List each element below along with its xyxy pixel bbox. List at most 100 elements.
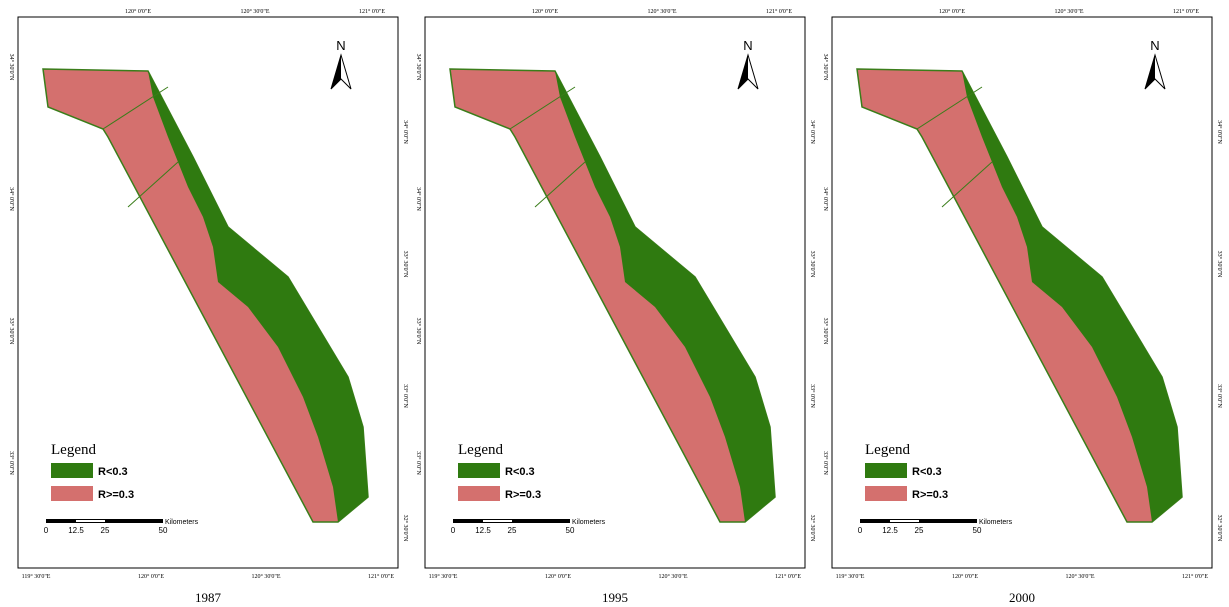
panel-year: 1995 bbox=[602, 590, 628, 605]
top-lon-label: 120° 30'0"E bbox=[647, 8, 676, 15]
bottom-lon-label: 119° 30'0"E bbox=[429, 573, 458, 580]
bottom-lon-label: 120° 0'0"E bbox=[138, 573, 164, 580]
top-lon-label: 121° 0'0"E bbox=[1173, 8, 1199, 15]
right-lat-label: 34° 0'0"N bbox=[402, 120, 409, 144]
top-lon-label: 120° 30'0"E bbox=[1054, 8, 1083, 15]
top-lon-label: 120° 0'0"E bbox=[532, 8, 558, 15]
left-lat-label: 33° 0'0"N bbox=[415, 451, 422, 475]
right-lat-label: 33° 30'0"N bbox=[809, 251, 816, 278]
district-border bbox=[534, 161, 586, 208]
legend-swatch bbox=[458, 463, 500, 478]
north-arrow-fill bbox=[331, 55, 341, 89]
legend-title: Legend bbox=[51, 442, 96, 458]
scale-unit: Kilometers bbox=[165, 519, 199, 526]
legend-label: R>=0.3 bbox=[505, 489, 541, 501]
left-lat-label: 33° 30'0"N bbox=[415, 318, 422, 345]
district-border bbox=[127, 161, 179, 208]
north-label: N bbox=[336, 38, 345, 53]
map-frame bbox=[17, 16, 399, 569]
scale-label: 0 bbox=[44, 526, 49, 535]
map-panel: N 120° 0'0"E 120° 30'0"E 121° 0'0"E 119° 30'… bbox=[822, 8, 1223, 580]
right-lat-label: 33° 0'0"N bbox=[1216, 384, 1223, 408]
right-lat-label: 33° 0'0"N bbox=[402, 384, 409, 408]
right-lat-label: 33° 30'0"N bbox=[402, 251, 409, 278]
scale-label: 25 bbox=[101, 526, 110, 535]
region-low bbox=[148, 71, 368, 522]
scale-label: 0 bbox=[451, 526, 456, 535]
bottom-lon-label: 119° 30'0"E bbox=[836, 573, 865, 580]
map-frame bbox=[424, 16, 806, 569]
bottom-lon-label: 120° 30'0"E bbox=[251, 573, 280, 580]
bottom-lon-label: 121° 0'0"E bbox=[1182, 573, 1208, 580]
legend-title: Legend bbox=[865, 442, 910, 458]
legend-label: R<0.3 bbox=[505, 466, 535, 478]
left-lat-label: 33° 0'0"N bbox=[822, 451, 829, 475]
left-lat-label: 34° 0'0"N bbox=[415, 187, 422, 211]
bottom-lon-label: 120° 0'0"E bbox=[952, 573, 978, 580]
top-lon-label: 121° 0'0"E bbox=[359, 8, 385, 15]
right-lat-label: 32° 30'0"N bbox=[809, 515, 816, 542]
legend-label: R>=0.3 bbox=[98, 489, 134, 501]
scale-label: 12.5 bbox=[68, 526, 84, 535]
left-lat-label: 34° 30'0"N bbox=[8, 54, 15, 81]
scale-label: 50 bbox=[566, 526, 575, 535]
scale-unit: Kilometers bbox=[572, 519, 606, 526]
scale-bar-white bbox=[76, 520, 105, 522]
scale-label: 50 bbox=[159, 526, 168, 535]
left-lat-label: 33° 30'0"N bbox=[8, 318, 15, 345]
right-lat-label: 33° 0'0"N bbox=[809, 384, 816, 408]
district-border bbox=[509, 86, 576, 130]
top-lon-label: 121° 0'0"E bbox=[766, 8, 792, 15]
left-lat-label: 34° 0'0"N bbox=[8, 187, 15, 211]
legend-swatch bbox=[51, 463, 93, 478]
bottom-lon-label: 121° 0'0"E bbox=[775, 573, 801, 580]
north-arrow-fill bbox=[738, 55, 748, 89]
legend-swatch bbox=[458, 486, 500, 501]
right-lat-label: 34° 0'0"N bbox=[809, 120, 816, 144]
region-low bbox=[962, 71, 1182, 522]
bottom-lon-label: 119° 30'0"E bbox=[22, 573, 51, 580]
left-lat-label: 34° 30'0"N bbox=[415, 54, 422, 81]
bottom-lon-label: 120° 30'0"E bbox=[1065, 573, 1094, 580]
right-lat-label: 33° 30'0"N bbox=[1216, 251, 1223, 278]
region-low bbox=[555, 71, 775, 522]
district-border bbox=[102, 86, 169, 130]
legend-label: R<0.3 bbox=[98, 466, 128, 478]
legend-swatch bbox=[865, 463, 907, 478]
top-lon-label: 120° 30'0"E bbox=[240, 8, 269, 15]
scale-label: 25 bbox=[915, 526, 924, 535]
right-lat-label: 32° 30'0"N bbox=[1216, 515, 1223, 542]
panel-year: 2000 bbox=[1009, 590, 1035, 605]
north-arrow-fill bbox=[1145, 55, 1155, 89]
legend-title: Legend bbox=[458, 442, 503, 458]
map-panel: N 120° 0'0"E 120° 30'0"E 121° 0'0"E 119° 30'… bbox=[415, 8, 816, 580]
scale-unit: Kilometers bbox=[979, 519, 1013, 526]
map-panel: N 120° 0'0"E 120° 30'0"E 121° 0'0"E 119° 30'… bbox=[8, 8, 409, 580]
legend-label: R<0.3 bbox=[912, 466, 942, 478]
scale-label: 12.5 bbox=[475, 526, 491, 535]
scale-bar-white bbox=[890, 520, 919, 522]
left-lat-label: 34° 30'0"N bbox=[822, 54, 829, 81]
bottom-lon-label: 120° 0'0"E bbox=[545, 573, 571, 580]
district-border bbox=[916, 86, 983, 130]
bottom-lon-label: 120° 30'0"E bbox=[658, 573, 687, 580]
scale-label: 0 bbox=[858, 526, 863, 535]
district-border bbox=[941, 161, 993, 208]
panel-year: 1987 bbox=[195, 590, 222, 605]
right-lat-label: 34° 0'0"N bbox=[1216, 120, 1223, 144]
scale-label: 12.5 bbox=[882, 526, 898, 535]
north-label: N bbox=[1150, 38, 1159, 53]
map-frame bbox=[831, 16, 1213, 569]
bottom-lon-label: 121° 0'0"E bbox=[368, 573, 394, 580]
left-lat-label: 33° 0'0"N bbox=[8, 451, 15, 475]
scale-label: 25 bbox=[508, 526, 517, 535]
legend-swatch bbox=[865, 486, 907, 501]
left-lat-label: 33° 30'0"N bbox=[822, 318, 829, 345]
legend-swatch bbox=[51, 486, 93, 501]
legend-label: R>=0.3 bbox=[912, 489, 948, 501]
left-lat-label: 34° 0'0"N bbox=[822, 187, 829, 211]
north-label: N bbox=[743, 38, 752, 53]
top-lon-label: 120° 0'0"E bbox=[125, 8, 151, 15]
top-lon-label: 120° 0'0"E bbox=[939, 8, 965, 15]
